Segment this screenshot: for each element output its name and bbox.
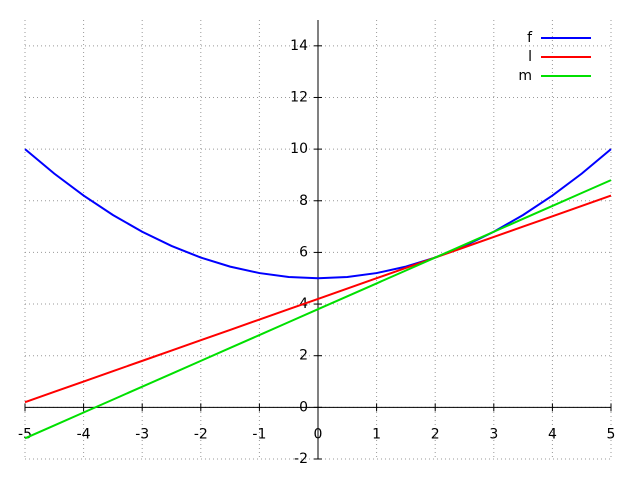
y-tick-label: 12: [290, 89, 308, 105]
line-series: [24, 148, 612, 280]
x-tick-label: 3: [489, 426, 498, 442]
line-series: [24, 194, 612, 404]
line-series: [24, 179, 612, 440]
x-tick-label: -4: [77, 426, 91, 442]
legend-label: m: [518, 68, 532, 84]
y-tick-label: 10: [290, 141, 308, 157]
y-tick-label: 6: [299, 244, 308, 260]
x-tick-label: -2: [194, 426, 208, 442]
x-tick-label: -3: [135, 426, 149, 442]
legend-label: l: [528, 49, 532, 65]
x-tick-label: 4: [548, 426, 557, 442]
x-tick-label: 1: [372, 426, 381, 442]
y-tick-label: -2: [294, 451, 308, 467]
legend-label: f: [527, 30, 533, 46]
x-tick-label: -1: [252, 426, 266, 442]
y-tick-label: 2: [299, 348, 308, 364]
x-tick-label: 5: [607, 426, 616, 442]
x-tick-label: 2: [431, 426, 440, 442]
x-tick-label: -5: [18, 426, 32, 442]
y-tick-label: 14: [290, 38, 308, 54]
y-tick-label: 8: [299, 193, 308, 209]
